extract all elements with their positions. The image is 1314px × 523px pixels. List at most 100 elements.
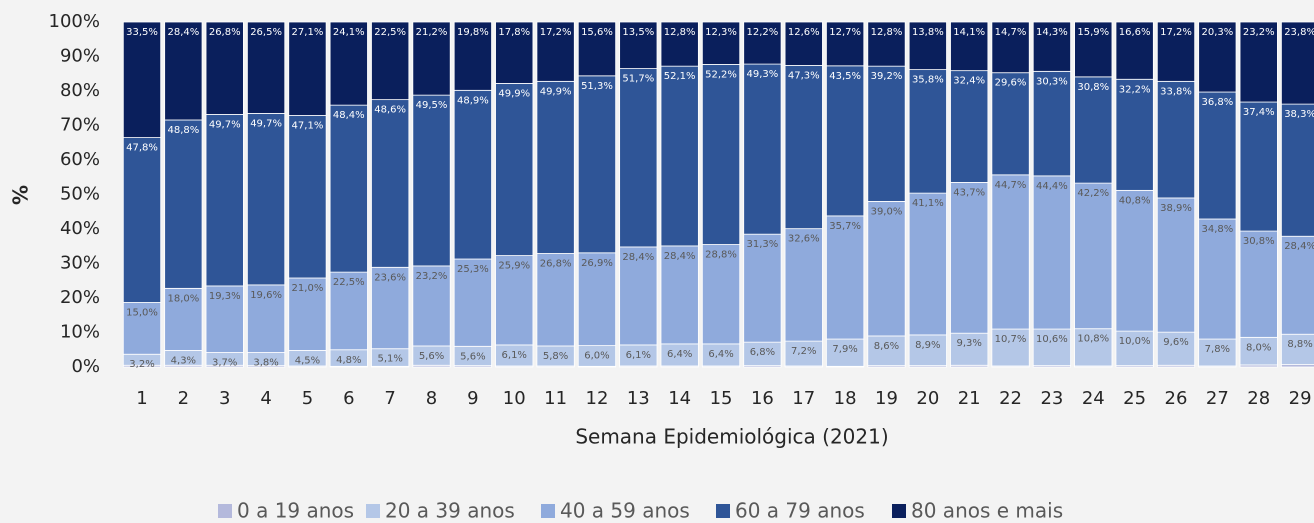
data-label: 31,3%	[747, 239, 779, 250]
bar-segment	[329, 21, 368, 106]
data-label: 3,8%	[253, 358, 278, 369]
bar-segment	[205, 285, 244, 353]
legend-label: 60 a 79 anos	[735, 499, 865, 523]
data-label: 6,1%	[502, 350, 527, 361]
bar-segment	[122, 137, 162, 303]
data-label: 39,2%	[871, 71, 903, 82]
bar-segment	[784, 21, 823, 66]
data-label: 12,2%	[747, 27, 779, 38]
x-tick-label: 5	[302, 388, 313, 409]
x-tick-label: 20	[916, 388, 939, 409]
data-label: 10,0%	[1119, 336, 1151, 347]
bar-segment	[205, 21, 244, 115]
bar-segment	[1156, 331, 1196, 366]
y-tick-label: 80%	[60, 80, 100, 101]
x-tick-label: 3	[219, 388, 230, 409]
data-label: 29,6%	[995, 78, 1027, 89]
bar-segment	[660, 65, 699, 247]
data-label: 3,2%	[129, 359, 154, 370]
data-label: 32,2%	[1119, 84, 1151, 95]
legend-swatch	[716, 504, 730, 518]
legend-swatch	[892, 504, 906, 518]
bar-segment	[412, 265, 451, 347]
bar-segment	[867, 200, 906, 337]
bar-segment	[1115, 330, 1154, 367]
data-label: 19,3%	[209, 291, 241, 302]
data-label: 36,8%	[1201, 97, 1233, 108]
data-label: 7,2%	[791, 346, 816, 357]
data-label: 52,1%	[664, 71, 696, 82]
data-label: 49,9%	[498, 88, 530, 99]
data-label: 35,7%	[829, 221, 861, 232]
bar-segment	[1115, 189, 1154, 332]
legend-label: 40 a 59 anos	[560, 499, 690, 523]
data-label: 44,7%	[995, 180, 1027, 191]
data-label: 19,8%	[457, 27, 489, 38]
x-tick-label: 19	[875, 388, 898, 409]
bar-segment	[867, 335, 906, 367]
bar-segment	[950, 332, 989, 366]
data-label: 28,4%	[622, 252, 654, 263]
data-label: 4,3%	[171, 355, 196, 366]
data-label: 5,1%	[377, 354, 402, 365]
y-tick-label: 60%	[60, 149, 100, 170]
data-label: 5,6%	[460, 351, 485, 362]
data-label: 4,5%	[295, 355, 320, 366]
data-label: 38,3%	[1284, 109, 1314, 120]
data-label: 26,8%	[540, 258, 572, 269]
bar-segment	[701, 244, 741, 345]
data-label: 23,6%	[374, 272, 406, 283]
x-tick-label: 26	[1165, 388, 1188, 409]
legend-swatch	[218, 504, 232, 518]
data-label: 49,7%	[209, 119, 241, 130]
y-tick-label: 20%	[60, 287, 100, 308]
x-tick-label: 14	[668, 388, 691, 409]
bar-segment	[991, 174, 1030, 330]
bar-segment	[536, 253, 575, 347]
data-label: 47,1%	[292, 120, 324, 131]
bar-segment	[1281, 21, 1314, 105]
bar-segment	[1032, 70, 1071, 177]
y-tick-label: 40%	[60, 218, 100, 239]
data-label: 49,9%	[540, 86, 572, 97]
y-tick-label: 70%	[60, 115, 100, 136]
y-tick-label: 30%	[60, 253, 100, 274]
x-tick-label: 16	[751, 388, 774, 409]
bar-segment	[1074, 182, 1113, 330]
x-tick-label: 7	[384, 388, 395, 409]
bar-segment	[619, 21, 658, 69]
data-label: 6,8%	[750, 347, 775, 358]
bar-segment	[205, 114, 244, 287]
x-tick-label: 27	[1206, 388, 1229, 409]
bar-segment	[453, 89, 492, 260]
bar-segment	[743, 233, 782, 343]
data-label: 8,6%	[874, 341, 899, 352]
data-label: 25,3%	[457, 264, 489, 275]
bar-segment	[619, 68, 658, 248]
x-tick-label: 6	[343, 388, 354, 409]
data-label: 26,8%	[209, 27, 241, 38]
bar-segment	[1115, 78, 1154, 191]
bar-segment	[1032, 328, 1071, 367]
data-label: 21,2%	[416, 27, 448, 38]
data-label: 43,7%	[953, 187, 985, 198]
bar-segment	[1239, 21, 1278, 103]
data-label: 48,4%	[333, 110, 365, 121]
data-label: 17,2%	[540, 27, 572, 38]
x-tick-label: 18	[834, 388, 857, 409]
data-label: 48,6%	[374, 105, 406, 116]
data-label: 6,0%	[584, 351, 609, 362]
data-label: 47,3%	[788, 70, 820, 81]
bar-segment	[1239, 336, 1278, 366]
data-label: 38,9%	[1160, 203, 1192, 214]
bar-segment	[784, 340, 823, 367]
bar-segment	[826, 65, 865, 217]
x-tick-label: 22	[999, 388, 1022, 409]
data-label: 52,2%	[705, 69, 737, 80]
x-tick-label: 13	[627, 388, 650, 409]
data-label: 28,4%	[664, 251, 696, 262]
legend-swatch	[541, 504, 555, 518]
bar-segment	[122, 302, 162, 355]
bar-segment	[660, 21, 699, 67]
